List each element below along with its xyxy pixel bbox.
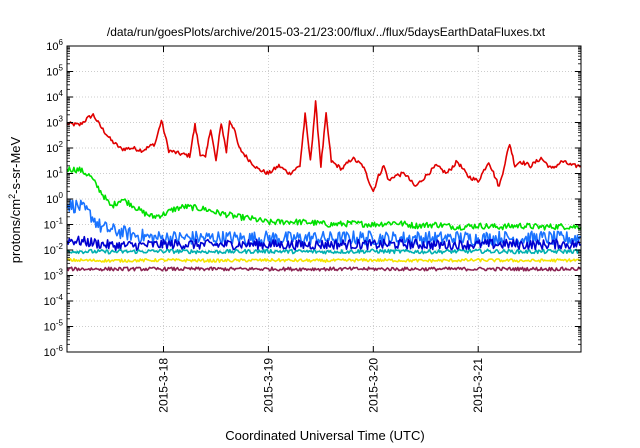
x-tick-label: 2015-3-20 xyxy=(366,358,380,413)
y-tick-base: 10 xyxy=(46,92,58,104)
y-tick-base: 10 xyxy=(46,41,58,53)
y-tick-label: 103 xyxy=(46,115,63,130)
series-lines xyxy=(66,100,582,272)
y-tick-label: 10-5 xyxy=(44,319,64,334)
y-tick-exponent: 2 xyxy=(59,140,64,149)
y-tick-base: 10 xyxy=(46,143,58,155)
y-tick-exponent: -2 xyxy=(56,242,64,251)
flux-series-line xyxy=(66,100,582,193)
y-tick-base: 10 xyxy=(44,347,56,359)
y-tick-base: 10 xyxy=(46,169,58,181)
y-tick-exponent: 4 xyxy=(59,89,64,98)
y-tick-base: 10 xyxy=(44,322,56,334)
y-axis-label: protons/cm2-s-sr-MeV xyxy=(7,136,23,263)
y-axis-label-sup: 2 xyxy=(7,194,17,199)
grid xyxy=(67,46,581,352)
y-tick-label: 104 xyxy=(46,89,63,104)
flux-series-line xyxy=(66,248,582,255)
y-tick-base: 10 xyxy=(44,296,56,308)
y-tick-exponent: -3 xyxy=(56,268,64,277)
x-tick-label: 2015-3-18 xyxy=(157,358,171,413)
flux-series-line xyxy=(66,166,582,231)
y-tick-exponent: 5 xyxy=(59,64,64,73)
y-tick-exponent: 1 xyxy=(59,166,64,175)
axis-ticks: 10-610-510-410-310-210-11001011021031041… xyxy=(44,38,581,413)
y-axis-label-prefix: protons/cm xyxy=(8,199,23,263)
y-tick-base: 10 xyxy=(46,67,58,79)
y-tick-exponent: 3 xyxy=(59,115,64,124)
y-tick-exponent: -4 xyxy=(56,293,64,302)
y-tick-exponent: 0 xyxy=(59,191,64,200)
y-tick-base: 10 xyxy=(44,271,56,283)
y-tick-exponent: -5 xyxy=(56,319,64,328)
y-tick-exponent: -6 xyxy=(56,344,64,353)
y-tick-label: 10-1 xyxy=(44,217,64,232)
y-tick-label: 102 xyxy=(46,140,63,155)
y-axis-label-suffix: -s-sr-MeV xyxy=(8,136,23,193)
y-tick-label: 10-3 xyxy=(44,268,64,283)
plot-frame xyxy=(66,45,582,353)
flux-series-line xyxy=(66,235,582,252)
y-tick-base: 10 xyxy=(44,220,56,232)
flux-series-line xyxy=(66,266,582,272)
y-tick-label: 10-2 xyxy=(44,242,64,257)
y-tick-exponent: -1 xyxy=(56,217,64,226)
x-tick-label: 2015-3-19 xyxy=(261,358,275,413)
y-tick-label: 105 xyxy=(46,64,63,79)
x-tick-label: 2015-3-21 xyxy=(471,358,485,413)
y-tick-label: 10-6 xyxy=(44,344,64,359)
y-tick-label: 100 xyxy=(46,191,63,206)
y-tick-base: 10 xyxy=(44,245,56,257)
y-tick-base: 10 xyxy=(46,194,58,206)
x-axis-label: Coordinated Universal Time (UTC) xyxy=(225,428,424,443)
chart-title: /data/run/goesPlots/archive/2015-03-21/2… xyxy=(107,25,546,39)
flux-series-line xyxy=(66,199,582,247)
y-tick-exponent: 6 xyxy=(59,38,64,47)
y-tick-base: 10 xyxy=(46,118,58,130)
y-tick-label: 106 xyxy=(46,38,63,53)
y-tick-label: 10-4 xyxy=(44,293,64,308)
flux-series-line xyxy=(66,257,582,264)
y-tick-label: 101 xyxy=(46,166,63,181)
